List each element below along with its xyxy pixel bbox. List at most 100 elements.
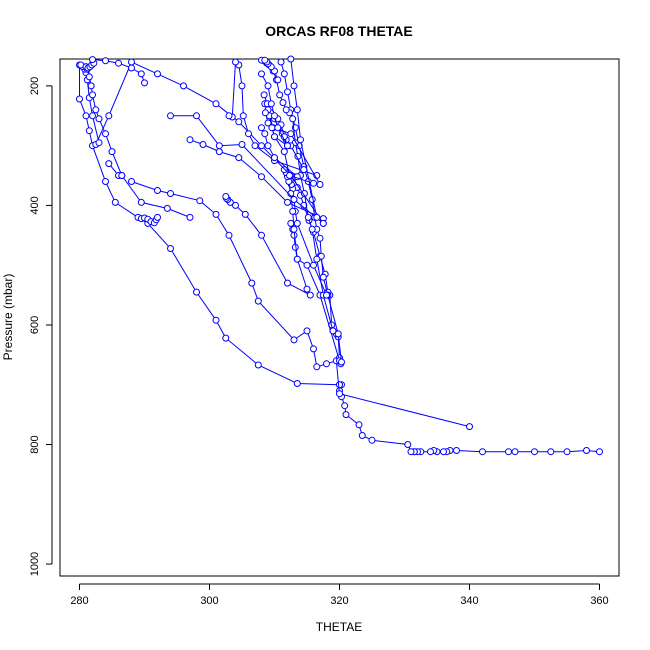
data-point [284,198,291,206]
series-line [131,181,470,428]
x-tick-label: 280 [70,595,88,607]
data-point [167,112,174,120]
series-line [85,66,123,176]
data-point [358,432,366,439]
data-point [87,82,95,90]
data-point [290,225,298,233]
data-point [310,179,317,187]
data-point [479,448,486,456]
data-point [293,255,301,263]
data-point [264,82,272,90]
data-point [271,112,278,120]
data-point [286,172,293,179]
data-point [105,112,113,120]
data-point [267,100,275,108]
data-point [368,436,376,444]
data-point [547,448,555,456]
data-point [453,447,460,454]
data-point [128,58,135,66]
data-point [89,91,96,99]
data-point [258,231,265,239]
data-point [186,136,194,144]
data-point [111,198,119,206]
data-point [215,142,223,150]
data-point [193,288,200,296]
data-point [260,91,268,99]
data-series [336,381,603,456]
y-tick-label: 600 [29,316,41,334]
data-point [105,160,113,168]
data-point [241,210,249,218]
data-point [108,148,116,156]
data-point [251,142,259,150]
data-point [225,112,233,120]
data-point [274,124,282,132]
data-point [277,58,285,66]
data-point [313,213,321,221]
data-point [313,363,321,371]
data-point [163,204,171,212]
data-series [137,213,161,227]
data-point [115,59,122,67]
y-tick-label: 1000 [29,552,41,576]
data-point [280,70,288,78]
plot-frame [59,58,620,577]
data-point [505,448,512,456]
data-point [313,255,321,263]
data-point [89,112,96,120]
data-point [293,106,301,114]
data-point [196,197,204,205]
data-point [264,142,272,150]
data-point [102,130,109,138]
data-point [212,100,220,108]
data-point [338,358,345,366]
y-tick-label: 200 [29,77,41,95]
data-point [261,56,269,64]
data-series [225,58,321,179]
data-point [323,291,330,299]
data-series [167,112,327,227]
data-point [287,55,295,63]
data-point [128,178,135,185]
data-point [258,124,265,132]
data-point [303,327,311,335]
data-point [511,448,519,456]
data-series [261,56,282,84]
data-point [531,448,538,456]
series-line [79,65,340,386]
data-point [282,106,290,114]
data-point [199,141,207,148]
data-series [186,136,327,223]
data-point [276,91,284,99]
data-point [248,279,256,287]
data-point [304,213,312,221]
data-point [264,119,272,127]
data-point [235,154,243,162]
data-point [280,148,288,156]
data-point [102,57,109,65]
data-point [235,118,243,126]
data-point [238,141,246,148]
data-point [154,70,161,78]
series-layer [76,55,603,456]
data-point [466,423,473,431]
data-point [254,361,262,369]
series-line [108,163,191,218]
data-point [293,219,301,227]
data-series [290,173,345,368]
data-point [355,421,363,429]
data-point [102,178,109,185]
y-tick-label: 400 [29,196,41,214]
data-point [118,172,126,179]
data-point [212,316,220,324]
x-tick-label: 360 [590,595,608,607]
data-point [290,196,298,203]
data-point [334,330,342,338]
data-point [76,95,83,103]
data-point [245,130,252,138]
data-point [137,198,145,206]
x-tick-label: 320 [330,595,348,607]
data-point [290,82,298,90]
data-point [319,273,327,281]
